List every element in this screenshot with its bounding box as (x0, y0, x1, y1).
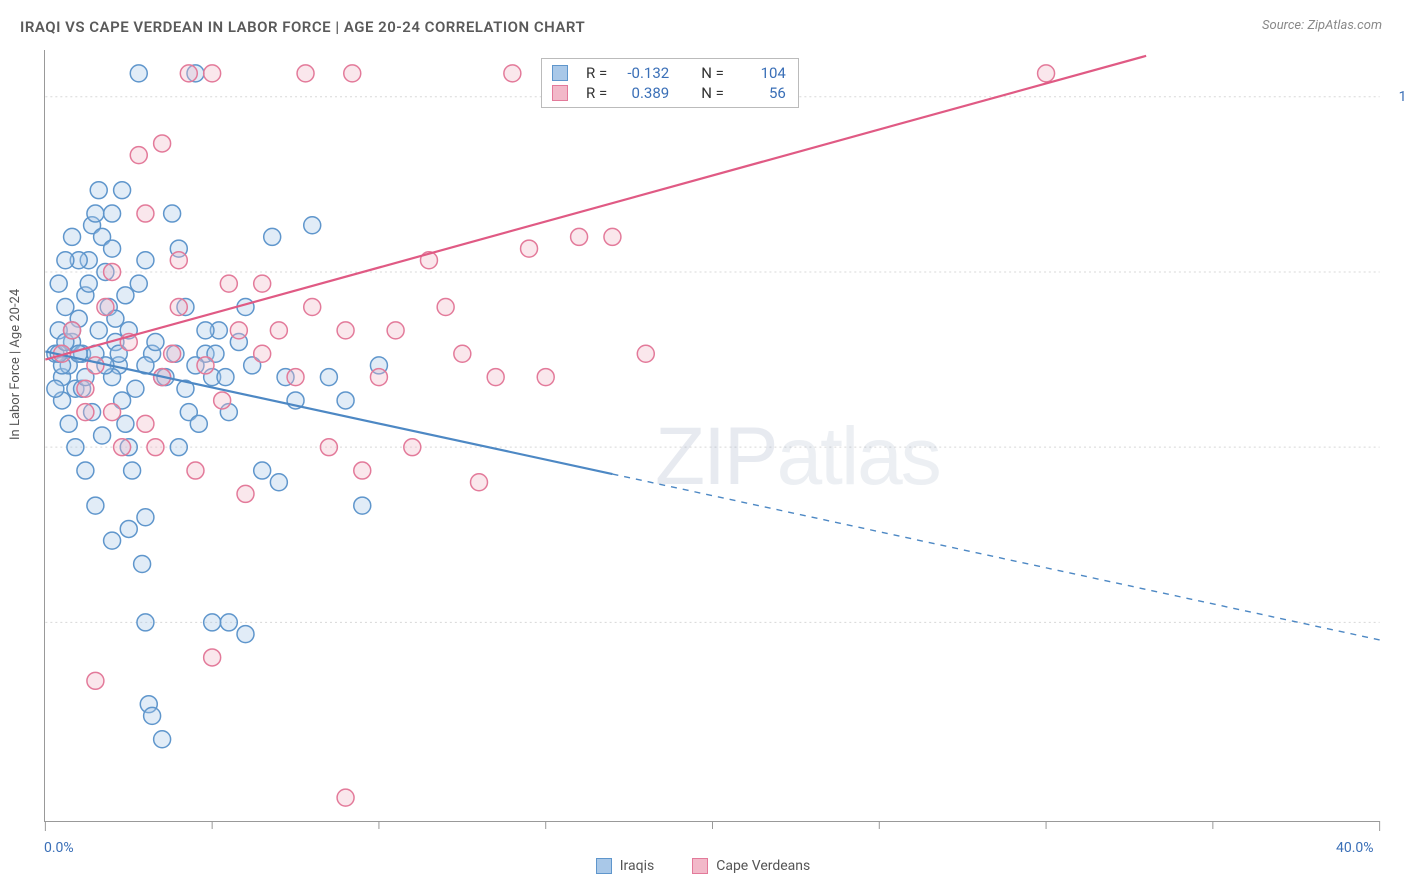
legend-iraqis: Iraqis (596, 858, 654, 874)
n-label: N = (701, 64, 724, 82)
chart-title: IRAQI VS CAPE VERDEAN IN LABOR FORCE | A… (20, 18, 585, 36)
iraqis-n-value: 104 (734, 64, 786, 82)
x-tick-label: 0.0% (44, 840, 74, 856)
cape-verdeans-legend-label: Cape Verdeans (716, 858, 810, 874)
source-prefix: Source: (1262, 18, 1307, 33)
legend-cape-verdeans: Cape Verdeans (692, 858, 810, 874)
x-axis-legend: Iraqis Cape Verdeans (0, 858, 1406, 874)
n-label: N = (701, 84, 724, 102)
y-tick-label: 100.0% (1399, 89, 1406, 105)
cape-verdeans-r-value: 0.389 (617, 84, 669, 102)
stats-row-cape-verdeans: R = 0.389 N = 56 (552, 83, 786, 103)
correlation-stats-box: R = -0.132 N = 104 R = 0.389 N = 56 (541, 58, 799, 108)
cape-verdeans-n-value: 56 (734, 84, 786, 102)
y-axis-label: In Labor Force | Age 20-24 (8, 289, 23, 440)
source-name: ZipAtlas.com (1307, 18, 1382, 33)
stats-row-iraqis: R = -0.132 N = 104 (552, 63, 786, 83)
scatter-svg (45, 50, 1380, 821)
iraqis-legend-swatch-icon (596, 858, 612, 874)
cape-verdeans-legend-swatch-icon (692, 858, 708, 874)
x-tick-label: 40.0% (1336, 840, 1374, 856)
r-label: R = (586, 64, 607, 82)
cape-verdeans-swatch-icon (552, 85, 568, 101)
iraqis-swatch-icon (552, 65, 568, 81)
source-attribution: Source: ZipAtlas.com (1262, 18, 1382, 33)
r-label: R = (586, 84, 607, 102)
plot-area: R = -0.132 N = 104 R = 0.389 N = 56 ZIPa… (44, 50, 1380, 822)
iraqis-r-value: -0.132 (617, 64, 669, 82)
iraqis-legend-label: Iraqis (620, 858, 654, 874)
